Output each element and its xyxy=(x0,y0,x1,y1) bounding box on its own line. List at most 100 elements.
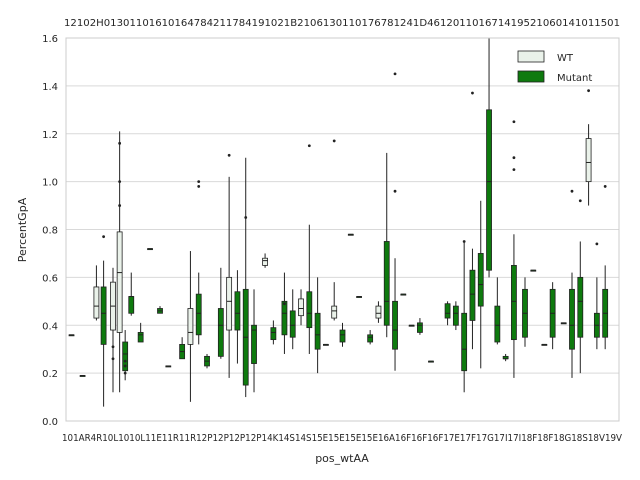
box-group xyxy=(298,289,304,326)
box-body xyxy=(137,332,144,343)
legend-label-wt: WT xyxy=(557,53,574,64)
box-group xyxy=(461,240,468,393)
box-body xyxy=(289,310,296,338)
box-outlier xyxy=(118,141,122,145)
box-outlier xyxy=(123,371,127,375)
box-body xyxy=(461,312,468,372)
box-outlier xyxy=(512,168,516,172)
box-group xyxy=(577,199,584,374)
y-axis-label: PercentGpA xyxy=(16,197,29,262)
box-outlier xyxy=(244,216,248,219)
box-outlier xyxy=(587,89,590,93)
box-group xyxy=(122,330,129,381)
y-tick-label: 0.2 xyxy=(42,369,58,380)
box-group xyxy=(511,120,517,378)
box-group xyxy=(444,301,451,326)
box-group xyxy=(323,343,329,346)
box-group xyxy=(128,272,135,316)
box-outlier xyxy=(393,189,397,193)
box-group xyxy=(289,289,296,350)
box-outlier xyxy=(123,364,127,368)
box-outlier xyxy=(595,242,599,246)
box-group xyxy=(477,200,484,369)
box-group xyxy=(347,233,354,236)
box-group xyxy=(251,289,257,393)
box-group xyxy=(593,242,600,350)
box-outlier xyxy=(570,189,574,193)
box-outlier xyxy=(102,235,106,239)
y-tick-label: 1.4 xyxy=(42,82,58,93)
box-group xyxy=(367,330,374,345)
box-group xyxy=(569,189,575,378)
box-group xyxy=(314,277,321,374)
box-body xyxy=(486,109,492,271)
box-group xyxy=(137,322,144,343)
box-body xyxy=(226,276,233,331)
box-group xyxy=(494,277,501,345)
legend: WT Mutant xyxy=(517,50,592,84)
box-outlier xyxy=(393,72,397,76)
box-group xyxy=(331,139,338,321)
box-body xyxy=(375,305,382,319)
legend-swatch-mutant xyxy=(517,70,545,83)
box-body xyxy=(270,327,277,341)
legend-swatch-wt xyxy=(517,50,545,63)
box-group xyxy=(383,152,390,338)
box-outlier xyxy=(111,345,115,349)
y-tick-label: 0.6 xyxy=(42,273,58,284)
box-outlier xyxy=(471,91,474,95)
y-tick-label: 1.0 xyxy=(42,178,58,189)
box-group xyxy=(549,282,556,350)
y-tick-label: 0.0 xyxy=(42,417,58,428)
box-group xyxy=(469,91,476,350)
box-body xyxy=(217,308,224,357)
box-outlier xyxy=(111,357,115,361)
box-outlier xyxy=(512,156,516,160)
box-outlier xyxy=(118,204,122,207)
box-group xyxy=(204,353,210,369)
box-body xyxy=(477,253,484,307)
box-body xyxy=(306,291,313,329)
box-body xyxy=(251,324,257,364)
box-group xyxy=(242,157,249,398)
box-group xyxy=(375,301,382,323)
x-axis-label: pos_wtAA xyxy=(315,452,369,465)
box-group xyxy=(270,320,277,345)
box-body xyxy=(417,322,423,333)
box-group xyxy=(262,253,268,268)
box-body xyxy=(339,329,346,343)
box-body xyxy=(195,293,202,336)
box-group xyxy=(392,72,398,371)
box-body xyxy=(187,308,194,345)
box-group xyxy=(79,375,86,377)
box-outlier xyxy=(118,180,122,184)
box-body xyxy=(122,341,129,372)
box-outlier xyxy=(307,144,311,148)
box-body xyxy=(100,286,107,345)
box-group xyxy=(157,306,163,314)
box-group xyxy=(356,296,362,298)
box-group xyxy=(452,301,459,331)
box-outlier xyxy=(512,120,516,124)
box-body xyxy=(331,305,338,319)
box-outlier xyxy=(283,302,286,306)
box-outlier xyxy=(462,240,466,243)
box-outlier xyxy=(197,180,201,184)
x-tick-labels-bottom: 101AR4R10L1010L11E11R11R12P12P12P12P14K1… xyxy=(62,433,622,444)
box-group xyxy=(179,337,186,360)
box-group xyxy=(93,265,100,321)
box-body xyxy=(511,265,517,341)
box-group xyxy=(306,144,313,354)
box-group xyxy=(116,131,123,393)
y-tick-label: 1.6 xyxy=(42,34,58,45)
box-body xyxy=(234,291,241,331)
box-group xyxy=(110,267,116,393)
box-outlier xyxy=(332,139,336,143)
box-group xyxy=(339,322,346,347)
box-outlier xyxy=(197,185,201,188)
box-body xyxy=(262,257,268,266)
box-group xyxy=(68,334,75,337)
box-body xyxy=(128,296,135,314)
y-tick-label: 1.2 xyxy=(42,130,58,141)
